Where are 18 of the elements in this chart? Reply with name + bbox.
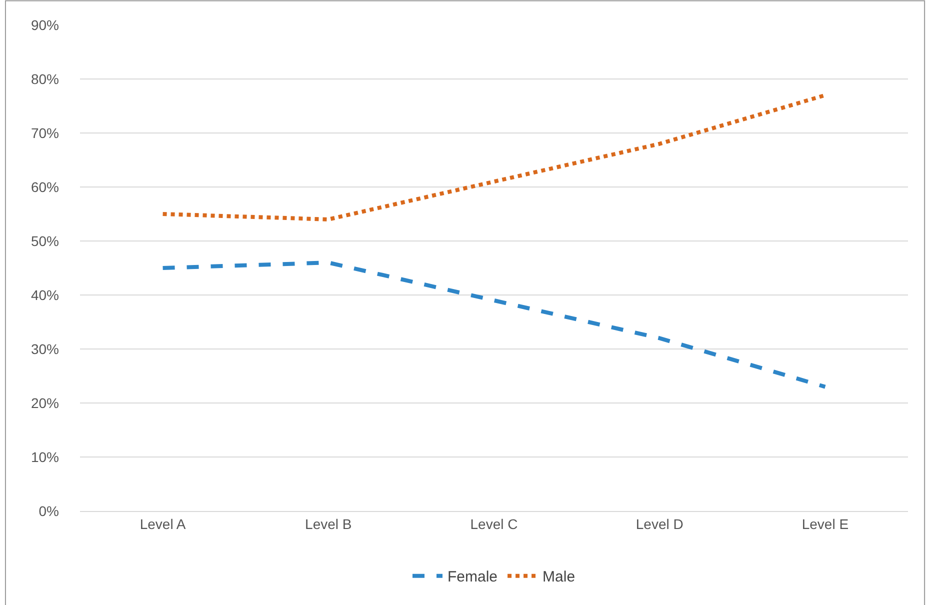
y-tick-label: 30% xyxy=(30,340,59,357)
y-tick-label: 10% xyxy=(30,448,59,465)
x-tick-label: Level C xyxy=(470,516,518,532)
y-tick-label: 90% xyxy=(30,16,59,33)
y-tick-label: 40% xyxy=(30,286,59,303)
line-series xyxy=(160,260,828,389)
y-tick-label: 60% xyxy=(30,178,59,195)
legend-label: Male xyxy=(542,568,576,586)
x-tick-label: Level A xyxy=(140,516,186,532)
x-tick-label: Level B xyxy=(305,516,352,532)
y-tick-label: 80% xyxy=(30,70,59,87)
y-tick-label: 0% xyxy=(38,502,59,519)
x-tick-label: Level E xyxy=(802,516,849,532)
y-tick-label: 70% xyxy=(30,124,59,141)
legend-label: Female xyxy=(448,568,498,586)
y-tick-label: 20% xyxy=(30,394,59,411)
y-tick-label: 50% xyxy=(30,232,59,249)
x-tick-label: Level D xyxy=(636,516,684,532)
